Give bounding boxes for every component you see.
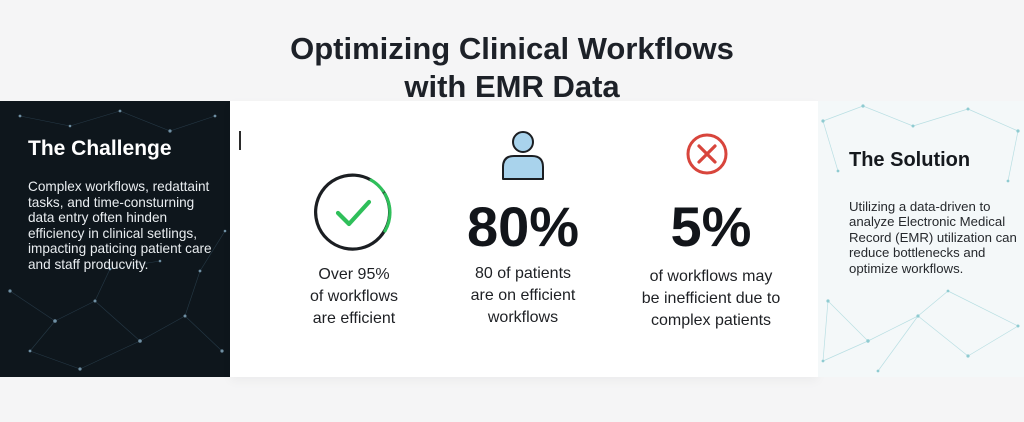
x-circle-icon <box>686 133 728 175</box>
solution-body: Utilizing a data-driven to analyze Elect… <box>849 199 1017 276</box>
stat-value: 5% <box>670 195 752 258</box>
stat-caption-line: 80 of patients <box>474 265 572 282</box>
stat-caption-line: complex patients <box>650 312 772 329</box>
solution-heading: The Solution <box>849 149 971 171</box>
network-background-dark <box>8 109 227 371</box>
challenge-heading: The Challenge <box>28 137 172 160</box>
title-line-2: with EMR Data <box>404 69 620 104</box>
title-line-1: Optimizing Clinical Workflows <box>290 31 734 66</box>
stat-caption-line: are on efficient <box>470 287 576 304</box>
stat-caption-line: be inefficient due to <box>641 290 781 307</box>
check-circle-icon <box>314 173 392 251</box>
stat-caption-line: workflows <box>487 309 559 326</box>
challenge-panel: The Challenge Complex workflows, redatta… <box>0 101 230 377</box>
stat-caption-line: of workflows <box>309 288 399 305</box>
page-title: Optimizing Clinical Workflows with EMR D… <box>0 30 1024 106</box>
stats-panel: Over 95% of workflows are efficient 80% … <box>230 101 818 377</box>
stat-caption-line: are efficient <box>312 310 396 327</box>
user-icon <box>502 131 544 180</box>
stat-value: 80% <box>466 195 580 258</box>
challenge-body: Complex workflows, redattaint tasks, and… <box>28 179 212 272</box>
network-background-light <box>821 104 1020 373</box>
stat-caption-line: of workflows may <box>649 268 773 285</box>
stat-caption-line: Over 95% <box>318 266 390 283</box>
text-cursor <box>239 131 241 150</box>
solution-panel: The Solution Utilizing a data-driven to … <box>818 101 1024 377</box>
